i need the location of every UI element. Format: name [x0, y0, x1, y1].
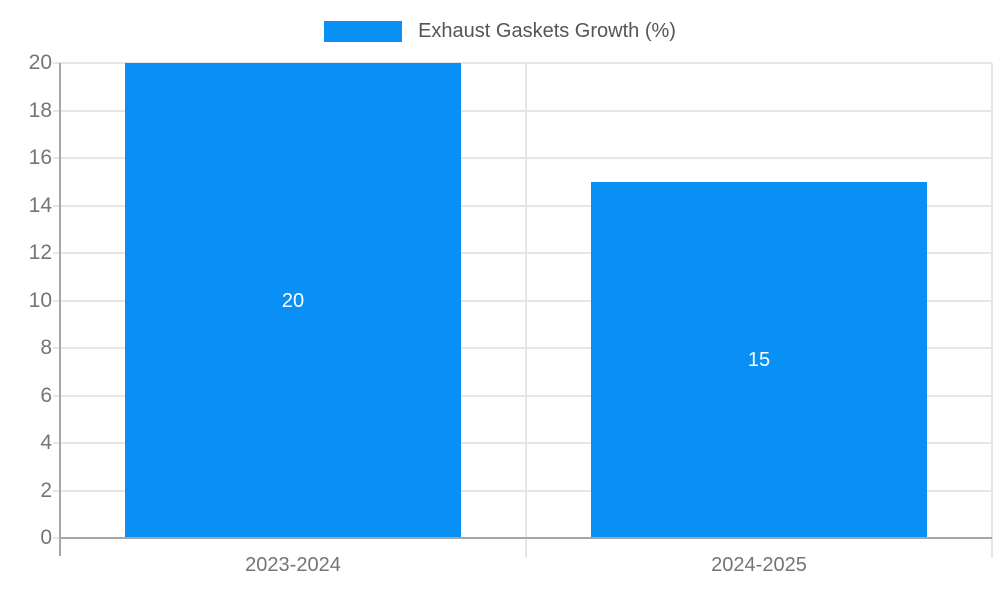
legend[interactable]: Exhaust Gaskets Growth (%)	[0, 18, 1000, 44]
y-gridline	[53, 204, 992, 207]
y-axis-tick-label: 2	[40, 478, 52, 502]
x-axis-tick-label: 2023-2024	[245, 554, 341, 576]
bar-2023-2024[interactable]	[125, 63, 461, 538]
y-gridline	[53, 62, 992, 64]
y-gridline	[53, 299, 992, 302]
y-axis-tick-label: 10	[28, 288, 52, 312]
y-axis-tick-label: 12	[28, 241, 52, 264]
y-gridline	[53, 394, 992, 397]
y-axis-tick-label: 18	[28, 98, 52, 122]
category-boundary-line	[525, 63, 527, 558]
y-gridline	[53, 347, 992, 349]
y-axis-tick-label: 4	[40, 431, 52, 454]
y-gridline	[53, 157, 992, 159]
y-gridline	[53, 109, 992, 112]
y-axis-tick-label: 8	[40, 336, 52, 359]
y-axis-tick-label: 0	[40, 526, 52, 549]
x-axis-line	[60, 537, 992, 539]
y-axis-line	[59, 63, 61, 556]
bar-value-label: 20	[281, 289, 305, 312]
y-gridline	[53, 489, 992, 492]
y-gridline	[53, 442, 992, 444]
y-axis-tick-label: 16	[28, 146, 52, 169]
legend-swatch	[324, 20, 403, 42]
bar-value-label: 15	[747, 348, 771, 371]
y-axis-tick-label: 14	[28, 193, 52, 217]
y-gridline	[53, 252, 992, 254]
x-axis-tick-label: 2024-2025	[711, 554, 807, 576]
bar-2024-2025[interactable]	[591, 181, 927, 538]
y-axis-tick-label: 6	[40, 383, 52, 407]
category-boundary-line	[991, 63, 993, 558]
y-axis-tick-label: 20	[28, 51, 52, 74]
legend-label: Exhaust Gaskets Growth (%)	[418, 20, 676, 42]
